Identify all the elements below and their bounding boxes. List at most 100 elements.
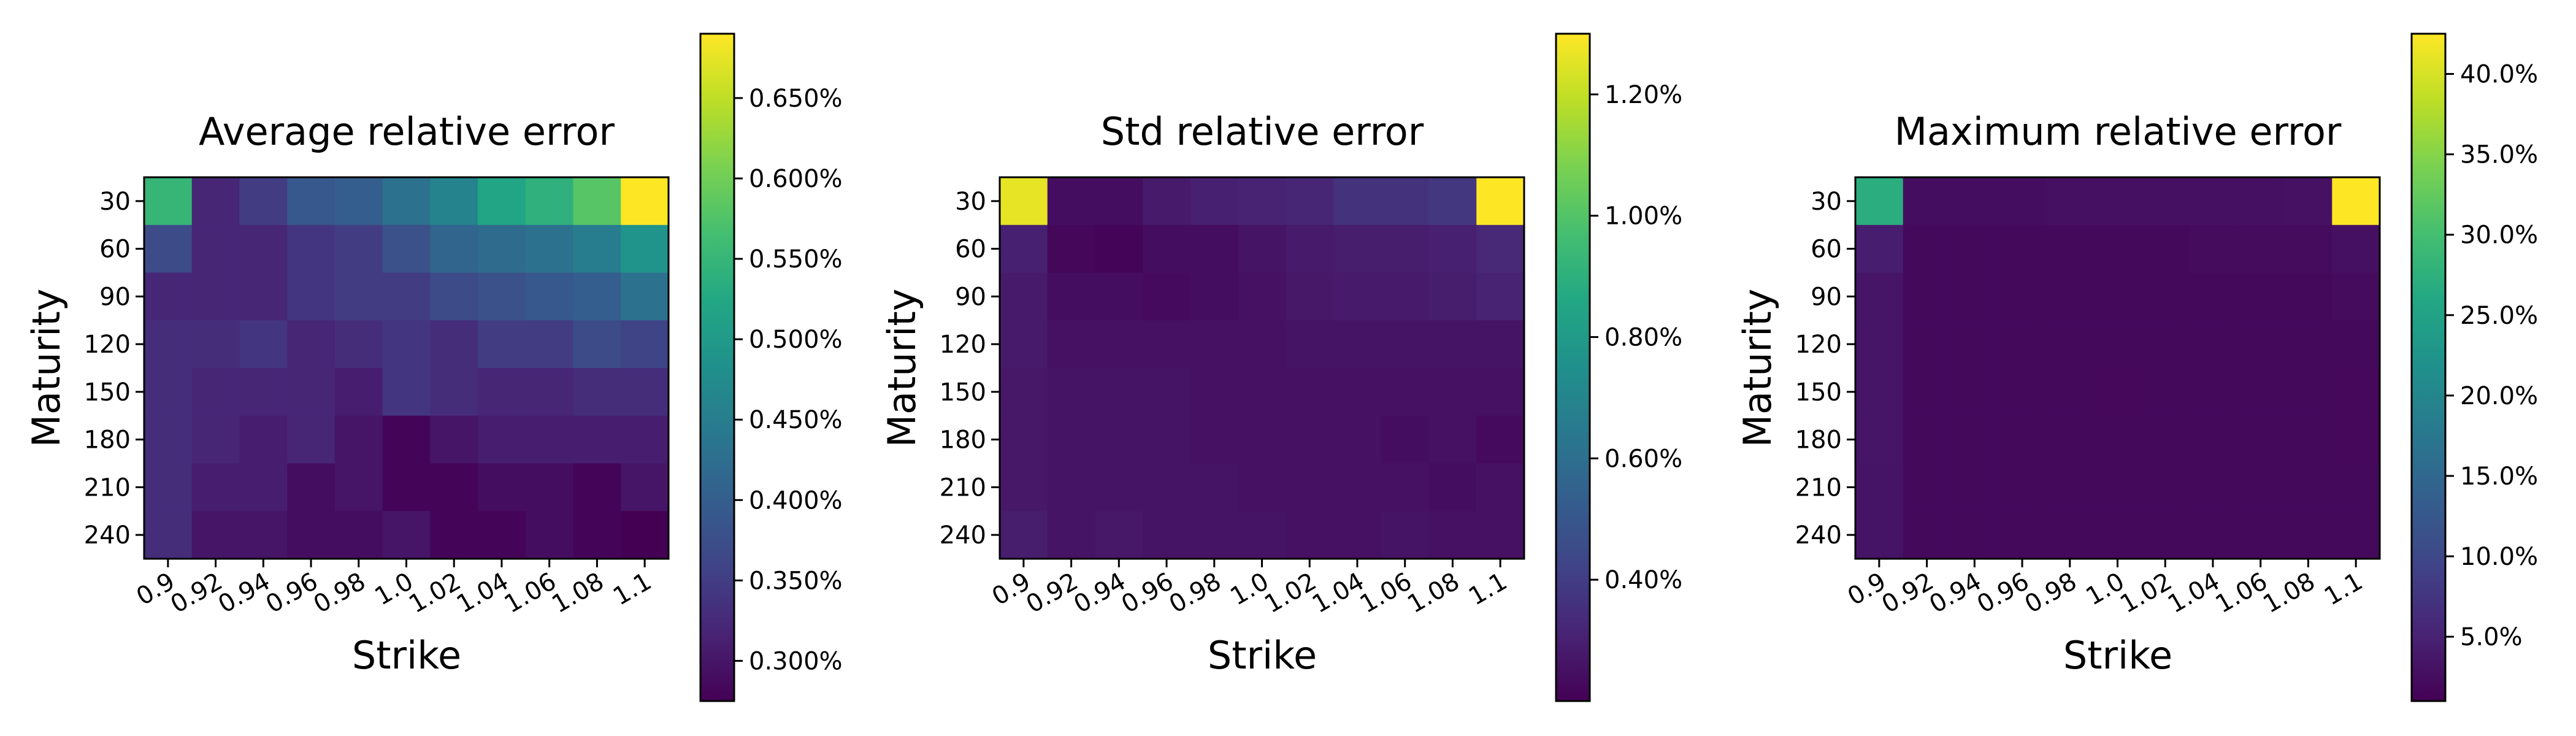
heatmap-cell	[1428, 320, 1477, 369]
heatmap-cell	[621, 463, 669, 512]
heatmap-cell	[573, 463, 621, 512]
heatmap-cell	[1095, 320, 1143, 369]
heatmap-cell	[1428, 463, 1477, 512]
x-tick-label: 1.1	[1464, 567, 1512, 611]
heatmap-cell	[287, 511, 335, 559]
x-axis-label: Strike	[1208, 633, 1317, 678]
heatmap-cell	[191, 272, 240, 321]
heatmap-cell	[1333, 511, 1382, 559]
heatmap-cell	[1950, 320, 1999, 369]
heatmap-cell	[2045, 320, 2095, 369]
heatmap-cell	[1903, 272, 1952, 321]
y-tick-label: 150	[940, 378, 986, 407]
heatmap-cell	[430, 511, 478, 559]
heatmap-cell	[1286, 463, 1334, 512]
heatmap-cell	[478, 415, 526, 464]
colorbar-tick-label: 0.350%	[749, 567, 843, 595]
heatmap-cell	[621, 272, 669, 321]
heatmap-cell	[334, 511, 383, 559]
heatmap-cell	[2189, 415, 2237, 464]
heatmap-cell	[191, 177, 240, 226]
colorbar-tick-label: 0.400%	[749, 486, 843, 515]
heatmap-cell	[1950, 177, 1999, 226]
heatmap-cell	[525, 511, 574, 559]
heatmap-cell	[1476, 320, 1525, 369]
y-tick-label: 210	[84, 473, 131, 502]
heatmap-cell	[1190, 320, 1239, 369]
heatmap-cell	[1998, 415, 2047, 464]
heatmap-cell	[382, 320, 431, 369]
heatmap-cell	[430, 415, 478, 464]
x-tick-label: 1.08	[1403, 567, 1464, 619]
heatmap-cell	[1998, 511, 2047, 559]
heatmap-cell	[2045, 177, 2095, 226]
heatmap-cell	[2093, 511, 2142, 559]
heatmap-cell	[334, 368, 383, 416]
heatmap-cell	[191, 415, 240, 464]
colorbar	[1555, 33, 1591, 702]
heatmap-cell	[1903, 415, 1952, 464]
colorbar-tick-label: 1.20%	[1604, 81, 1682, 109]
heatmap-cell	[573, 320, 621, 369]
heatmap-cell	[1903, 463, 1952, 512]
colorbar-tick-label: 0.500%	[749, 326, 843, 354]
y-tick-label: 60	[1811, 236, 1842, 264]
heatmap-cell	[621, 511, 669, 559]
heatmap-cell	[478, 511, 526, 559]
heatmap-cell	[334, 177, 383, 226]
heatmap-cell	[1950, 511, 1999, 559]
heatmap-cell	[478, 368, 526, 416]
y-tick-label: 210	[940, 473, 986, 502]
heatmap-cell	[1000, 463, 1048, 512]
heatmap-cell	[334, 224, 383, 274]
heatmap-cell	[2284, 511, 2333, 559]
heatmap-cell	[1903, 368, 1952, 416]
heatmap-cell	[1855, 224, 1904, 274]
heatmap-cell	[1476, 272, 1525, 321]
heatmap-cell	[573, 368, 621, 416]
heatmap-cell	[2045, 511, 2095, 559]
heatmap-cell	[525, 320, 574, 369]
heatmap-cell	[1286, 272, 1334, 321]
heatmap-cell	[1381, 320, 1430, 369]
heatmap-cell	[239, 415, 288, 464]
heatmap-cell	[382, 177, 431, 226]
heatmap-cell	[1381, 415, 1430, 464]
heatmap-cell	[1903, 320, 1952, 369]
heatmap-cell	[621, 320, 669, 369]
y-tick-label: 120	[1795, 331, 1842, 359]
y-tick-label: 150	[84, 378, 131, 407]
heatmap-cell	[1095, 272, 1143, 321]
heatmap-cell	[2093, 368, 2142, 416]
x-axis-label: Strike	[352, 633, 461, 678]
heatmap-cell	[573, 415, 621, 464]
y-tick-label: 180	[1795, 426, 1842, 454]
heatmap-cell	[287, 177, 335, 226]
heatmap-cell	[1143, 511, 1191, 559]
y-axis-label: Maturity	[1735, 289, 1780, 448]
heatmap-cell	[525, 272, 574, 321]
heatmap-cell	[1428, 511, 1477, 559]
heatmap-cell	[1047, 368, 1096, 416]
heatmap-cell	[2284, 368, 2333, 416]
heatmap-cell	[1950, 463, 1999, 512]
colorbar-ticks: 0.300% 0.350% 0.400% 0.450% 0.500% 0.550% 0.60…	[734, 85, 843, 675]
x-tick-label: 0.98	[309, 567, 370, 619]
heatmap-cell	[1428, 415, 1477, 464]
y-tick-label: 240	[84, 521, 131, 550]
heatmap-cell	[1047, 224, 1096, 274]
heatmap-cell	[1998, 320, 2047, 369]
chart-title: Average relative error	[199, 109, 615, 154]
y-tick-label: 150	[1795, 378, 1842, 407]
heatmap-cell	[1095, 177, 1143, 226]
heatmap-cell	[1333, 224, 1382, 274]
heatmap-cell	[1381, 272, 1430, 321]
x-axis-label: Strike	[2063, 633, 2172, 678]
y-tick-label: 180	[940, 426, 986, 454]
heatmap-cell	[1998, 368, 2047, 416]
chart-title: Std relative error	[1101, 109, 1424, 154]
heatmap-cell	[144, 177, 193, 226]
heatmap-cell	[2284, 272, 2333, 321]
heatmap-cell	[621, 224, 669, 274]
heatmap-cell	[2332, 368, 2380, 416]
